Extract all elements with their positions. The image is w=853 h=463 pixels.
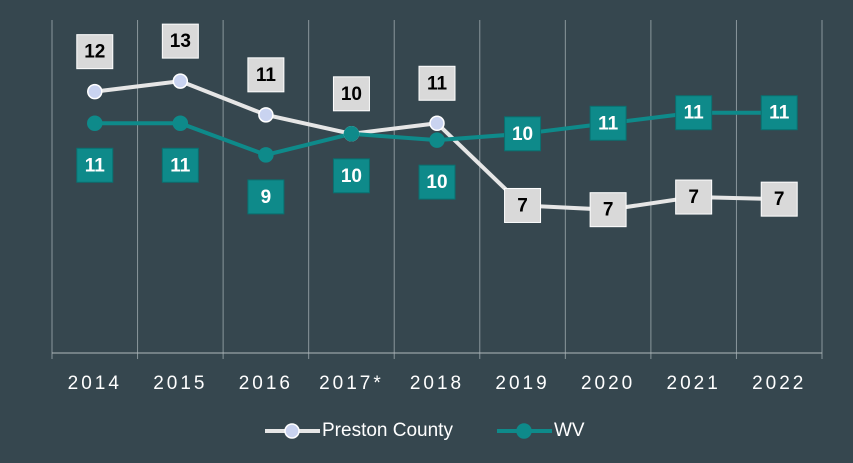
point — [172, 73, 189, 89]
legend-label: WV — [554, 420, 585, 441]
label-box — [504, 187, 542, 223]
x-tick-label: 2015 — [153, 373, 207, 394]
data-label: 7 — [688, 187, 699, 208]
x-tick-label: 2019 — [495, 373, 549, 394]
legend-marker — [516, 423, 532, 439]
point — [429, 132, 445, 148]
data-label: 13 — [170, 31, 191, 52]
legend-marker — [284, 423, 300, 439]
label-box — [332, 76, 370, 112]
label-box — [76, 147, 114, 183]
x-tick-label: 2018 — [410, 373, 464, 394]
data-label: 11 — [769, 103, 790, 124]
data-label: 11 — [684, 103, 705, 124]
x-tick-label: 2016 — [239, 373, 293, 394]
point — [343, 126, 360, 142]
data-label: 11 — [598, 113, 619, 134]
data-label: 11 — [170, 155, 191, 176]
label-box — [589, 105, 627, 141]
data-label: 10 — [426, 172, 447, 193]
label-box — [418, 65, 456, 101]
data-label: 7 — [517, 195, 528, 216]
label-box — [675, 179, 713, 215]
point — [87, 115, 103, 132]
data-label: 7 — [774, 189, 785, 210]
label-box — [332, 158, 370, 194]
x-tick-label: 2014 — [68, 373, 122, 394]
label-box — [418, 164, 456, 200]
x-tick-label: 2020 — [581, 373, 635, 394]
data-label: 9 — [261, 187, 272, 208]
point — [172, 115, 189, 132]
point — [429, 115, 445, 132]
legend-label: Preston County — [322, 420, 453, 441]
label-box — [161, 147, 199, 183]
data-label: 11 — [85, 155, 106, 176]
data-label: 7 — [603, 200, 614, 221]
point — [258, 107, 274, 123]
data-label: 11 — [256, 65, 277, 86]
x-tick-label: 2022 — [752, 373, 806, 394]
label-box — [247, 179, 285, 215]
point — [87, 83, 103, 100]
label-box — [675, 95, 713, 131]
data-label: 11 — [427, 73, 448, 94]
data-label: 10 — [341, 166, 362, 187]
label-box — [76, 34, 114, 70]
label-box — [589, 192, 627, 228]
data-label: 10 — [512, 124, 533, 145]
label-box — [760, 95, 798, 131]
label-box — [504, 116, 542, 152]
x-tick-label: 2017* — [319, 373, 384, 394]
label-box — [161, 23, 199, 59]
label-box — [760, 181, 798, 217]
x-tick-label: 2021 — [667, 373, 721, 394]
data-label: 10 — [341, 84, 362, 105]
point — [258, 147, 274, 163]
data-label: 12 — [84, 42, 105, 63]
label-box — [247, 57, 285, 93]
